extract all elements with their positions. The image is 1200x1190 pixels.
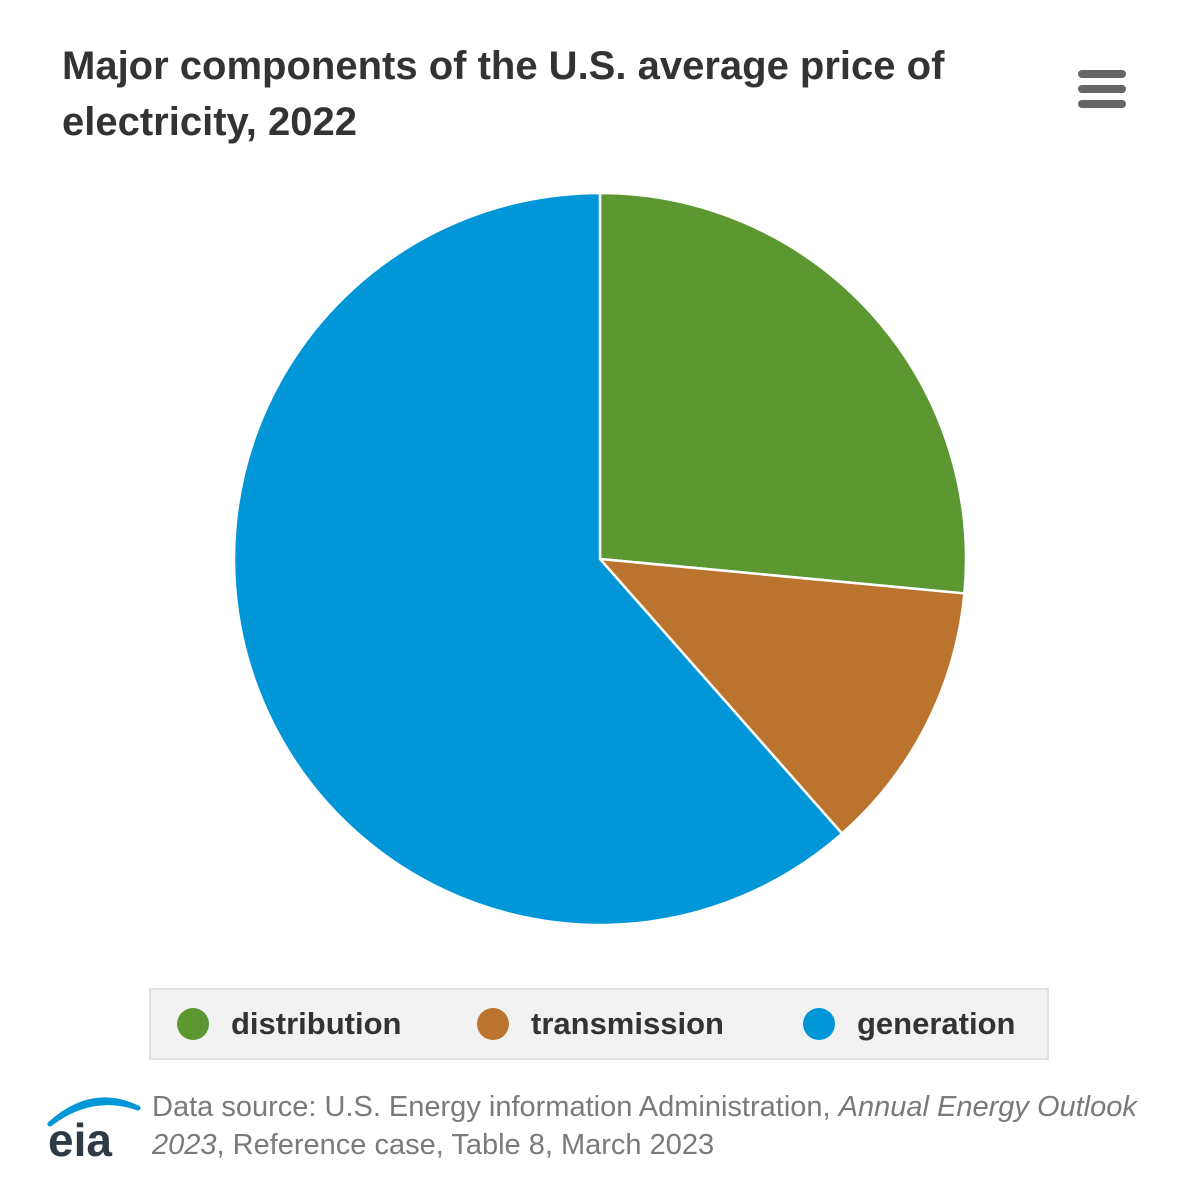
source-suffix: , Reference case, Table 8, March 2023	[216, 1129, 715, 1161]
source-publication: Annual Energy Outlook 2023	[152, 1091, 1137, 1161]
menu-bar-middle	[1078, 85, 1126, 93]
legend-dot-distribution	[177, 1008, 209, 1040]
eia-logo: eia	[47, 1097, 141, 1162]
chart-menu-button[interactable]	[1070, 64, 1132, 114]
chart-title: Major components of the U.S. average pri…	[62, 44, 945, 144]
eia-logo-text: eia	[48, 1114, 112, 1162]
hamburger-menu-icon	[1078, 70, 1126, 78]
pie-slice-transmission[interactable]	[598, 557, 966, 835]
pie-slice-distribution[interactable]	[598, 191, 968, 595]
legend-item-distribution[interactable]: distribution	[177, 990, 401, 1058]
legend-dot-transmission	[477, 1008, 509, 1040]
legend-label-generation: generation	[857, 1006, 1016, 1041]
source-prefix: Data source: U.S. Energy information Adm…	[152, 1091, 839, 1123]
chart-legend: distribution transmission generation	[149, 988, 1049, 1060]
pie-chart	[232, 191, 968, 927]
data-source-note: Data source: U.S. Energy information Adm…	[152, 1088, 1152, 1164]
pie-slice-generation[interactable]	[232, 191, 844, 927]
legend-item-generation[interactable]: generation	[803, 990, 1015, 1058]
legend-label-transmission: transmission	[531, 1006, 724, 1041]
legend-label-distribution: distribution	[231, 1006, 402, 1041]
legend-dot-generation	[803, 1008, 835, 1040]
menu-bar-bottom	[1078, 100, 1126, 108]
legend-item-transmission[interactable]: transmission	[477, 990, 724, 1058]
